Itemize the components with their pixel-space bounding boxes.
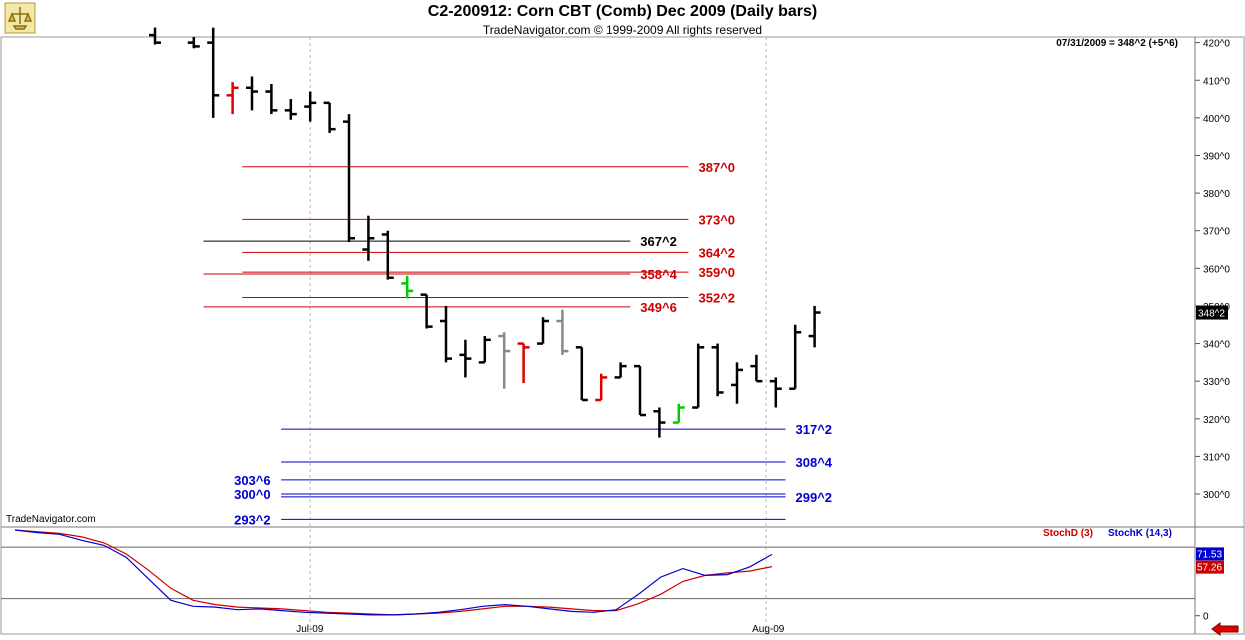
- level-label: 373^0: [699, 212, 736, 227]
- price-tick-label: 370^0: [1203, 227, 1230, 238]
- ohlc-bar: [362, 215, 375, 261]
- grid-lines: [309, 37, 767, 634]
- level-label: 349^6: [640, 300, 677, 315]
- level-label: 387^0: [699, 160, 736, 175]
- price-tick-label: 300^0: [1203, 490, 1230, 501]
- stochd-value-label: 57.26: [1197, 563, 1222, 574]
- price-levels: 387^0 373^0 367^2 364^2 359^0 358^4 352^2 349^6…: [203, 160, 833, 527]
- ohlc-bar: [284, 99, 297, 120]
- ohlc-bar: [459, 339, 472, 378]
- stochastic-panel: 0 71.53 57.26: [1, 529, 1224, 623]
- level-label: 317^2: [796, 422, 833, 437]
- red-left-arrow-icon[interactable]: [1211, 622, 1239, 636]
- ohlc-bar: [323, 101, 336, 133]
- level-label: 308^4: [796, 455, 833, 470]
- ohlc-bar: [750, 354, 763, 383]
- ohlc-bar: [692, 343, 705, 409]
- price-tick-label: 330^0: [1203, 377, 1230, 388]
- level-label: 300^0: [234, 487, 271, 502]
- ohlc-bar: [789, 324, 802, 390]
- ohlc-bar: [634, 364, 646, 417]
- price-axis: 420^0410^0400^0390^0380^0370^0360^0350^0…: [1195, 39, 1230, 501]
- level-label: 359^0: [699, 265, 736, 280]
- last-price-label: 348^2: [1198, 309, 1225, 320]
- last-price-box: [1196, 305, 1228, 320]
- ohlc-bar: [478, 336, 491, 364]
- ohlc-bar: [575, 346, 588, 402]
- ohlc-bar: [187, 37, 200, 49]
- level-label: 293^2: [234, 512, 271, 527]
- chart-subtitle: TradeNavigator.com © 1999-2009 All right…: [482, 23, 763, 37]
- ohlc-bar: [653, 407, 666, 438]
- stochk-value-box: [1196, 547, 1224, 561]
- price-tick-label: 400^0: [1203, 114, 1230, 125]
- stochk-value-label: 71.53: [1197, 549, 1222, 560]
- stochk-legend[interactable]: StochK (14,3): [1108, 528, 1172, 539]
- ohlc-bar: [672, 403, 685, 424]
- ohlc-bar: [401, 275, 414, 299]
- stoch-tick-label: 0: [1203, 612, 1209, 623]
- level-label: 358^4: [640, 267, 677, 282]
- ohlc-bar: [769, 377, 782, 408]
- ohlc-bar: [537, 317, 549, 345]
- ohlc-bar: [731, 362, 743, 404]
- ohlc-bar: [711, 343, 724, 397]
- price-tick-label: 420^0: [1203, 39, 1230, 50]
- date-tick-label: Aug-09: [752, 624, 785, 635]
- ohlc-bar: [207, 27, 220, 118]
- price-tick-label: 360^0: [1203, 264, 1230, 275]
- ohlc-bar: [440, 305, 452, 363]
- date-axis: Jul-09 Aug-09: [296, 624, 785, 635]
- ohlc-bar: [517, 342, 530, 384]
- price-tick-label: 380^0: [1203, 189, 1230, 200]
- ohlc-bar: [343, 114, 355, 243]
- ohlc-bar: [808, 305, 821, 348]
- price-tick-label: 390^0: [1203, 151, 1230, 162]
- date-tick-label: Jul-09: [296, 624, 324, 635]
- price-readout: 07/31/2009 = 348^2 (+5^6): [1056, 38, 1178, 49]
- outer-border: [0, 36, 1245, 635]
- price-bars: [149, 27, 821, 438]
- ohlc-bar: [498, 332, 511, 389]
- trade-navigator-logo-icon[interactable]: [4, 2, 36, 34]
- chart-frame: [0, 36, 1245, 635]
- watermark: TradeNavigator.com: [6, 514, 96, 525]
- ohlc-bar: [149, 27, 161, 45]
- ohlc-bar: [226, 82, 239, 115]
- chart-title: C2-200912: Corn CBT (Comb) Dec 2009 (Dai…: [427, 3, 818, 20]
- level-label: 367^2: [640, 234, 677, 249]
- level-label: 352^2: [699, 290, 736, 305]
- ohlc-bar: [381, 230, 394, 280]
- level-label: 364^2: [699, 245, 736, 260]
- price-tick-label: 340^0: [1203, 340, 1230, 351]
- ohlc-bar: [420, 293, 433, 329]
- ohlc-bar: [595, 373, 608, 402]
- price-tick-label: 310^0: [1203, 452, 1230, 463]
- level-label: 303^6: [234, 473, 271, 488]
- ohlc-bar: [265, 84, 278, 115]
- stochd-line: [14, 529, 773, 616]
- stochd-value-box: [1196, 560, 1224, 574]
- ohlc-bar: [246, 76, 258, 111]
- ohlc-bar: [614, 362, 627, 379]
- level-label: 299^2: [796, 490, 833, 505]
- stochk-line: [14, 529, 773, 616]
- price-tick-label: 410^0: [1203, 76, 1230, 87]
- ohlc-bar: [556, 309, 569, 355]
- ohlc-bar: [304, 91, 317, 122]
- stochd-legend[interactable]: StochD (3): [1043, 528, 1093, 539]
- price-tick-label: 320^0: [1203, 415, 1230, 426]
